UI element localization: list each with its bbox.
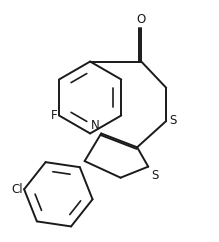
Text: Cl: Cl [11, 183, 23, 196]
Text: S: S [151, 169, 158, 182]
Text: O: O [137, 13, 146, 26]
Text: F: F [51, 109, 58, 122]
Text: N: N [91, 119, 100, 132]
Text: S: S [169, 114, 176, 128]
